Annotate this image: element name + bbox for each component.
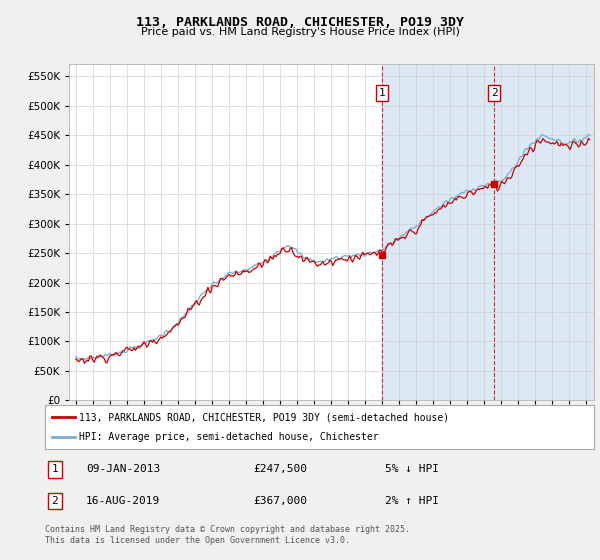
Bar (382, 64, 600, 400)
Text: 5% ↓ HPI: 5% ↓ HPI (385, 464, 439, 474)
Text: HPI: Average price, semi-detached house, Chichester: HPI: Average price, semi-detached house,… (79, 432, 379, 442)
Text: 113, PARKLANDS ROAD, CHICHESTER, PO19 3DY (semi-detached house): 113, PARKLANDS ROAD, CHICHESTER, PO19 3D… (79, 412, 449, 422)
Text: 2% ↑ HPI: 2% ↑ HPI (385, 496, 439, 506)
Text: 1: 1 (379, 88, 386, 98)
Text: 2: 2 (52, 496, 58, 506)
Text: 1: 1 (52, 464, 58, 474)
Text: 16-AUG-2019: 16-AUG-2019 (86, 496, 160, 506)
Text: 113, PARKLANDS ROAD, CHICHESTER, PO19 3DY: 113, PARKLANDS ROAD, CHICHESTER, PO19 3D… (136, 16, 464, 29)
Text: £367,000: £367,000 (254, 496, 308, 506)
Text: 2: 2 (491, 88, 497, 98)
Text: 09-JAN-2013: 09-JAN-2013 (86, 464, 160, 474)
Text: Price paid vs. HM Land Registry's House Price Index (HPI): Price paid vs. HM Land Registry's House … (140, 27, 460, 37)
Text: Contains HM Land Registry data © Crown copyright and database right 2025.
This d: Contains HM Land Registry data © Crown c… (45, 525, 410, 545)
Text: £247,500: £247,500 (254, 464, 308, 474)
